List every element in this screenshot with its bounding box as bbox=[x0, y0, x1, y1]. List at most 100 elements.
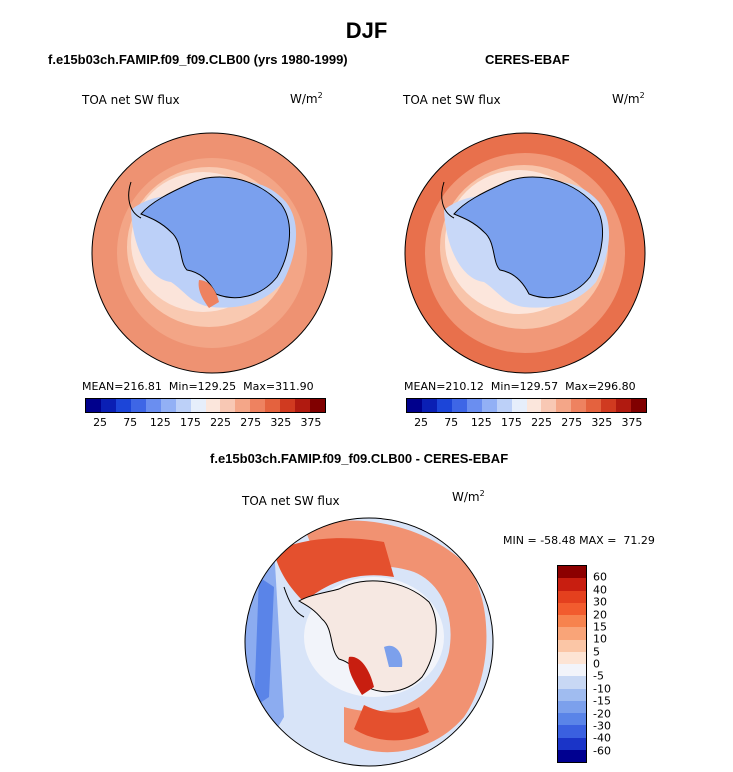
panel-3-max-value: 71.29 bbox=[623, 534, 655, 547]
colorbar-tick-label: -30 bbox=[593, 719, 611, 733]
colorbar-swatch bbox=[407, 399, 422, 412]
colorbar-tick-label: 275 bbox=[240, 416, 262, 429]
panel-1-max-value: 311.90 bbox=[275, 380, 314, 393]
colorbar-swatch bbox=[451, 399, 467, 412]
colorbar-swatch bbox=[558, 700, 586, 713]
colorbar-tick-label: 325 bbox=[591, 416, 613, 429]
panel-3-title: f.e15b03ch.FAMIP.f09_f09.CLB00 - CERES-E… bbox=[210, 451, 509, 466]
colorbar-swatch bbox=[558, 602, 586, 615]
panel-1-stats: MEAN=216.81 Min=129.25 Max=311.90 bbox=[82, 380, 314, 393]
colorbar-tick-label: 25 bbox=[414, 416, 429, 429]
colorbar-swatch bbox=[190, 399, 206, 412]
panel-1-min-value: 129.25 bbox=[197, 380, 237, 393]
colorbar-swatch bbox=[558, 713, 586, 726]
colorbar-tick-label: 25 bbox=[93, 416, 108, 429]
panel-1-title: f.e15b03ch.FAMIP.f09_f09.CLB00 (yrs 1980… bbox=[48, 52, 348, 67]
colorbar-swatch bbox=[436, 399, 452, 412]
colorbar-tick-label: 30 bbox=[593, 595, 607, 609]
colorbar-swatch bbox=[541, 399, 557, 412]
colorbar-swatch bbox=[220, 399, 236, 412]
colorbar-tick-label: 375 bbox=[300, 416, 322, 429]
colorbar-swatch bbox=[205, 399, 221, 412]
colorbar-swatch bbox=[86, 399, 101, 412]
colorbar-swatch bbox=[481, 399, 497, 412]
colorbar-swatch bbox=[145, 399, 161, 412]
colorbar-tick-label: -10 bbox=[593, 682, 611, 696]
colorbar-swatch bbox=[175, 399, 191, 412]
colorbar-swatch bbox=[616, 399, 632, 412]
panel-1-colorbar-ticks: 25 75 125 175 225 275 325 375 bbox=[85, 416, 326, 430]
colorbar-swatch bbox=[558, 688, 586, 701]
colorbar-tick-label: -5 bbox=[593, 669, 604, 683]
colorbar-tick-label: -20 bbox=[593, 707, 611, 720]
panel-1-mean-label: MEAN= bbox=[82, 380, 124, 393]
panel-1-colorbar bbox=[85, 398, 326, 413]
colorbar-swatch bbox=[558, 590, 586, 603]
colorbar-swatch bbox=[496, 399, 512, 412]
colorbar-swatch bbox=[601, 399, 617, 412]
colorbar-tick-label: 40 bbox=[593, 583, 607, 597]
panel-3-colorbar bbox=[557, 565, 587, 763]
panel-2-mean-label: MEAN= bbox=[404, 380, 446, 393]
panel-3-min-value: -58.48 bbox=[540, 534, 576, 547]
colorbar-swatch bbox=[265, 399, 281, 412]
colorbar-swatch bbox=[421, 399, 437, 412]
colorbar-swatch bbox=[558, 651, 586, 664]
panel-2-max-label: Max= bbox=[565, 380, 598, 393]
colorbar-tick-label: -40 bbox=[593, 731, 611, 745]
panel-1-max-label: Max= bbox=[243, 380, 276, 393]
panel-2-units-label: W/m2 bbox=[612, 91, 645, 106]
panel-1-polar-map bbox=[91, 132, 333, 374]
panel-3-stats: MIN = -58.48 MAX = 71.29 bbox=[503, 534, 655, 547]
panel-1-min-label: Min= bbox=[168, 380, 198, 393]
panel-3-polar-map bbox=[244, 517, 494, 767]
colorbar-swatch bbox=[558, 725, 586, 738]
colorbar-swatch bbox=[558, 664, 586, 677]
colorbar-swatch bbox=[631, 399, 646, 412]
figure-title: DJF bbox=[345, 18, 388, 43]
colorbar-tick-label: 75 bbox=[444, 416, 459, 429]
colorbar-swatch bbox=[558, 749, 586, 762]
colorbar-swatch bbox=[571, 399, 587, 412]
colorbar-tick-label: 0 bbox=[593, 657, 600, 671]
colorbar-tick-label: -60 bbox=[593, 744, 611, 758]
colorbar-swatch bbox=[558, 615, 586, 628]
panel-1-mean-value: 216.81 bbox=[123, 380, 162, 393]
colorbar-swatch bbox=[558, 578, 586, 591]
colorbar-tick-label: 5 bbox=[593, 645, 600, 659]
colorbar-swatch bbox=[115, 399, 131, 412]
panel-2-variable-label: TOA net SW flux bbox=[403, 93, 501, 107]
panel-2-max-value: 296.80 bbox=[597, 380, 636, 393]
colorbar-swatch bbox=[100, 399, 116, 412]
colorbar-swatch bbox=[586, 399, 602, 412]
panel-2-colorbar-ticks: 25 75 125 175 225 275 325 375 bbox=[406, 416, 647, 430]
colorbar-swatch bbox=[250, 399, 266, 412]
colorbar-tick-label: 275 bbox=[561, 416, 583, 429]
panel-2-colorbar bbox=[406, 398, 647, 413]
panel-2-title: CERES-EBAF bbox=[485, 52, 570, 67]
colorbar-swatch bbox=[526, 399, 542, 412]
colorbar-tick-label: 375 bbox=[621, 416, 643, 429]
colorbar-swatch bbox=[466, 399, 482, 412]
panel-1-units-label: W/m2 bbox=[290, 91, 323, 106]
colorbar-tick-label: 15 bbox=[593, 620, 607, 634]
colorbar-tick-label: 125 bbox=[470, 416, 492, 429]
colorbar-swatch bbox=[558, 639, 586, 652]
colorbar-swatch bbox=[558, 566, 586, 579]
panel-2-min-value: 129.57 bbox=[519, 380, 559, 393]
colorbar-swatch bbox=[511, 399, 527, 412]
colorbar-swatch bbox=[130, 399, 146, 412]
panel-3-units-label: W/m2 bbox=[452, 489, 485, 504]
panel-3-min-label: MIN = bbox=[503, 534, 537, 547]
colorbar-swatch bbox=[160, 399, 176, 412]
colorbar-tick-label: 175 bbox=[500, 416, 522, 429]
colorbar-swatch bbox=[558, 737, 586, 750]
panel-3-variable-label: TOA net SW flux bbox=[242, 494, 340, 508]
colorbar-swatch bbox=[558, 627, 586, 640]
colorbar-swatch bbox=[280, 399, 296, 412]
panel-2-mean-value: 210.12 bbox=[445, 380, 484, 393]
colorbar-tick-label: -15 bbox=[593, 694, 611, 708]
panel-1-variable-label: TOA net SW flux bbox=[82, 93, 180, 107]
colorbar-tick-label: 20 bbox=[593, 608, 607, 621]
colorbar-tick-label: 60 bbox=[593, 570, 607, 584]
